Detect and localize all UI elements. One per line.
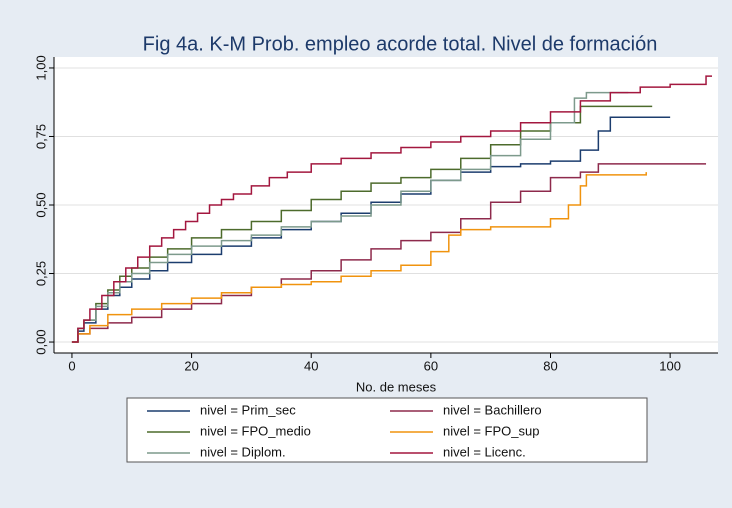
x-tick-label: 60 (424, 358, 438, 373)
x-tick-label: 0 (68, 358, 75, 373)
legend-label: nivel = Diplom. (200, 444, 286, 459)
legend (126, 397, 648, 463)
y-tick-label: 0,00 (33, 329, 48, 354)
legend-label: nivel = FPO_sup (443, 423, 539, 438)
chart-title: Fig 4a. K-M Prob. empleo acorde total. N… (143, 33, 658, 55)
y-tick-label: 1,00 (33, 55, 48, 80)
x-tick-label: 80 (543, 358, 557, 373)
x-tick-label: 100 (659, 358, 681, 373)
series-line (71, 163, 707, 343)
legend-label: nivel = FPO_medio (200, 423, 311, 438)
series-line (71, 172, 647, 343)
x-tick-label: 40 (304, 358, 318, 373)
y-tick-label: 0,75 (33, 124, 48, 149)
series-line (71, 75, 713, 343)
y-tick-label: 0,50 (33, 192, 48, 217)
y-tick-label: 0,25 (33, 261, 48, 286)
x-axis-label: No. de meses (356, 379, 437, 394)
legend-label: nivel = Licenc. (443, 444, 526, 459)
legend-label: nivel = Bachillero (443, 402, 542, 417)
legend-label: nivel = Prim_sec (200, 402, 296, 417)
x-tick-label: 20 (184, 358, 198, 373)
